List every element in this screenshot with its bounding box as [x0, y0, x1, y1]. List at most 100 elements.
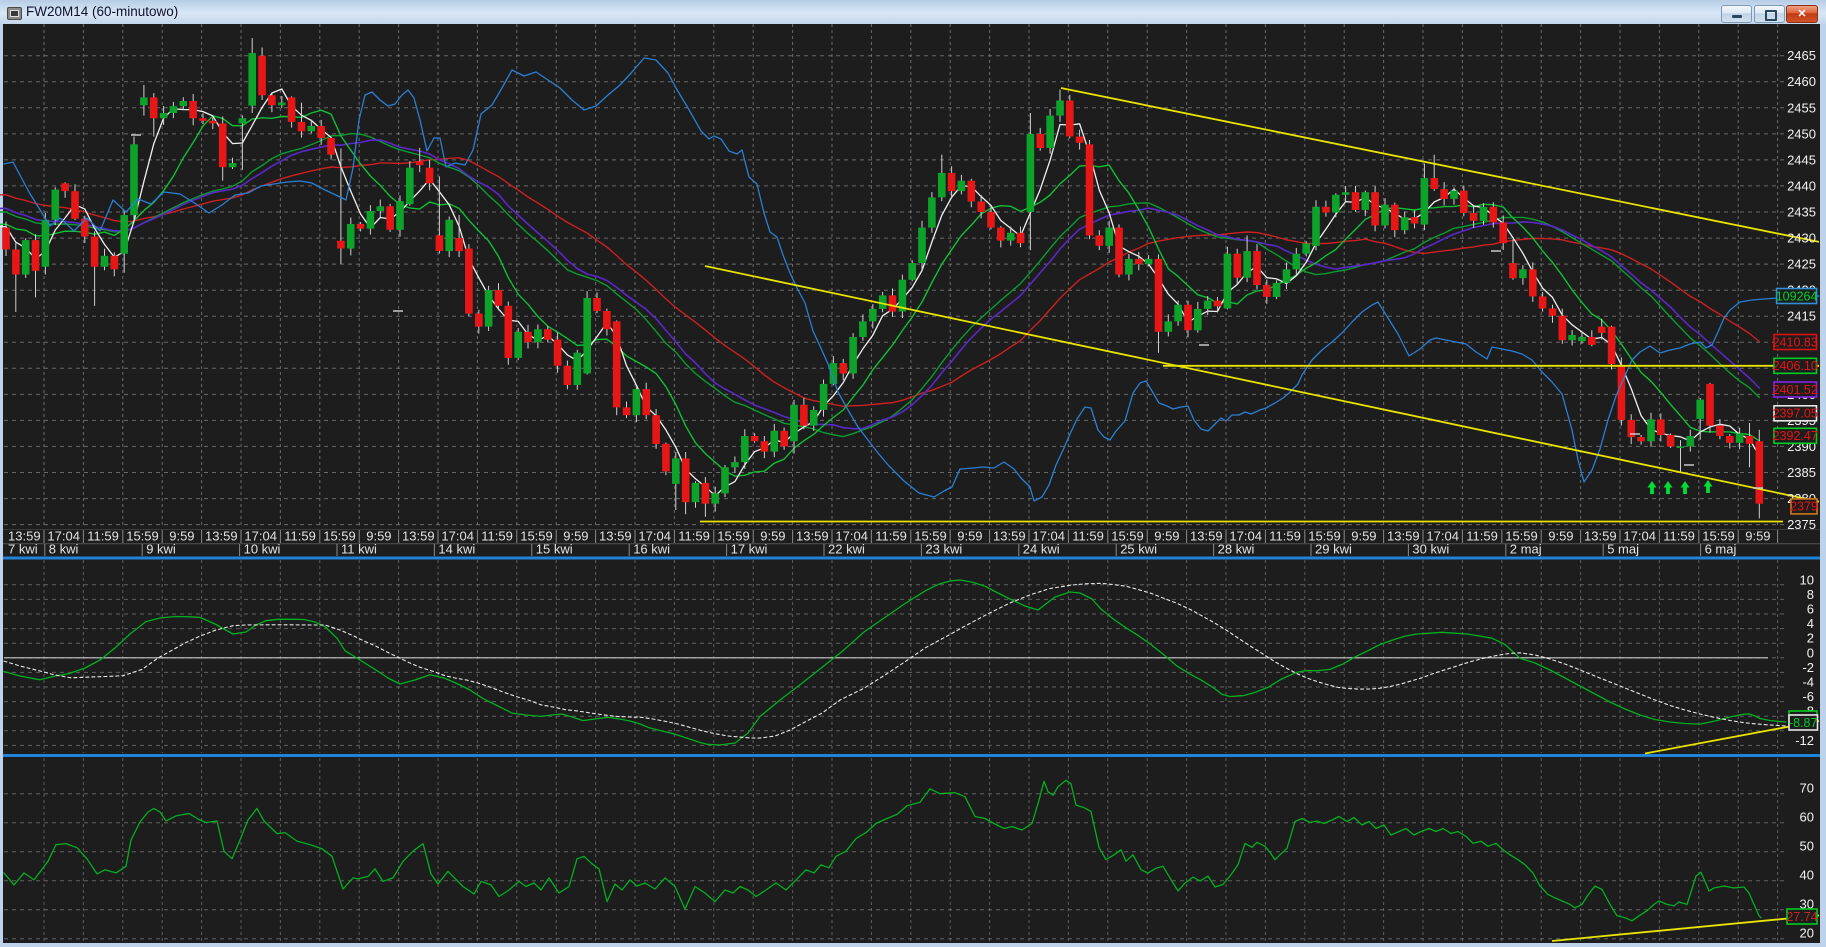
svg-text:11:59: 11:59: [1269, 529, 1301, 544]
svg-text:15:59: 15:59: [1702, 529, 1735, 544]
svg-text:17:04: 17:04: [244, 529, 277, 544]
svg-text:15:59: 15:59: [914, 529, 947, 544]
svg-text:7 kwi: 7 kwi: [8, 542, 38, 557]
svg-text:30: 30: [1800, 897, 1814, 912]
svg-text:13:59: 13:59: [205, 529, 238, 544]
svg-text:15:59: 15:59: [126, 529, 159, 544]
svg-text:9:59: 9:59: [366, 529, 391, 544]
svg-text:29 kwi: 29 kwi: [1315, 542, 1352, 557]
svg-text:2375: 2375: [1787, 517, 1816, 532]
svg-text:-12: -12: [1795, 733, 1814, 748]
svg-text:17 kwi: 17 kwi: [731, 542, 768, 557]
svg-text:-8.87: -8.87: [1789, 716, 1818, 730]
svg-text:11:59: 11:59: [284, 529, 316, 544]
svg-text:28 kwi: 28 kwi: [1218, 542, 1255, 557]
svg-text:11:59: 11:59: [1466, 529, 1498, 544]
svg-text:11:59: 11:59: [678, 529, 710, 544]
svg-text:11:59: 11:59: [875, 529, 907, 544]
svg-text:13:59: 13:59: [402, 529, 435, 544]
svg-text:17:04: 17:04: [1426, 529, 1459, 544]
svg-text:23 kwi: 23 kwi: [925, 542, 962, 557]
svg-text:9:59: 9:59: [957, 529, 982, 544]
svg-text:-6: -6: [1802, 689, 1814, 704]
svg-text:2460: 2460: [1787, 74, 1816, 89]
svg-text:11 kwi: 11 kwi: [341, 542, 377, 557]
svg-text:11:59: 11:59: [481, 529, 513, 544]
svg-text:16 kwi: 16 kwi: [633, 542, 670, 557]
svg-text:2430: 2430: [1787, 231, 1816, 246]
svg-text:11:59: 11:59: [1663, 529, 1695, 544]
svg-text:22 kwi: 22 kwi: [828, 542, 865, 557]
svg-text:17:04: 17:04: [1032, 529, 1065, 544]
svg-text:15 kwi: 15 kwi: [536, 542, 573, 557]
svg-text:13:59: 13:59: [993, 529, 1026, 544]
svg-text:4: 4: [1807, 616, 1814, 631]
svg-text:10: 10: [1800, 572, 1814, 587]
svg-text:2379: 2379: [1790, 500, 1818, 514]
svg-text:9:59: 9:59: [1745, 529, 1770, 544]
svg-text:109264: 109264: [1776, 289, 1818, 303]
svg-text:25 kwi: 25 kwi: [1120, 542, 1157, 557]
svg-text:5 maj: 5 maj: [1607, 542, 1639, 557]
svg-text:2415: 2415: [1787, 309, 1816, 324]
svg-text:2 maj: 2 maj: [1510, 542, 1542, 557]
svg-text:17:04: 17:04: [835, 529, 868, 544]
svg-text:17:04: 17:04: [1623, 529, 1656, 544]
svg-text:8 kwi: 8 kwi: [49, 542, 79, 557]
svg-text:2450: 2450: [1787, 126, 1816, 141]
svg-text:17:04: 17:04: [638, 529, 671, 544]
svg-text:17:04: 17:04: [47, 529, 80, 544]
svg-text:2435: 2435: [1787, 205, 1816, 220]
svg-text:2410.83: 2410.83: [1773, 335, 1818, 349]
svg-text:11:59: 11:59: [1072, 529, 1104, 544]
svg-text:11:59: 11:59: [87, 529, 119, 544]
svg-text:2: 2: [1807, 631, 1814, 646]
svg-text:2401.52: 2401.52: [1773, 383, 1818, 397]
svg-text:15:59: 15:59: [1111, 529, 1144, 544]
svg-text:2406.10: 2406.10: [1773, 359, 1818, 373]
svg-text:20: 20: [1800, 926, 1814, 941]
svg-text:-4: -4: [1802, 675, 1814, 690]
svg-text:50: 50: [1800, 839, 1814, 854]
svg-text:8: 8: [1807, 587, 1814, 602]
svg-text:10 kwi: 10 kwi: [244, 542, 281, 557]
svg-text:13:59: 13:59: [599, 529, 632, 544]
svg-text:13:59: 13:59: [8, 529, 41, 544]
svg-text:15:59: 15:59: [1505, 529, 1538, 544]
svg-text:2465: 2465: [1787, 48, 1816, 63]
svg-text:2397.05: 2397.05: [1773, 407, 1818, 421]
svg-text:6 maj: 6 maj: [1705, 542, 1737, 557]
svg-text:13:59: 13:59: [796, 529, 829, 544]
svg-text:2385: 2385: [1787, 465, 1816, 480]
svg-text:27.74: 27.74: [1786, 910, 1817, 924]
svg-text:15:59: 15:59: [520, 529, 553, 544]
svg-text:9:59: 9:59: [1154, 529, 1179, 544]
svg-text:13:59: 13:59: [1584, 529, 1617, 544]
svg-text:14 kwi: 14 kwi: [438, 542, 475, 557]
svg-text:9:59: 9:59: [169, 529, 194, 544]
svg-text:2392.47: 2392.47: [1773, 429, 1818, 443]
svg-text:6: 6: [1807, 602, 1814, 617]
svg-text:2445: 2445: [1787, 152, 1816, 167]
svg-text:70: 70: [1800, 781, 1814, 796]
svg-text:2455: 2455: [1787, 100, 1816, 115]
svg-text:2425: 2425: [1787, 257, 1816, 272]
svg-text:24 kwi: 24 kwi: [1023, 542, 1060, 557]
svg-text:15:59: 15:59: [1308, 529, 1341, 544]
svg-text:0: 0: [1807, 645, 1814, 660]
svg-text:2440: 2440: [1787, 178, 1816, 193]
svg-text:13:59: 13:59: [1190, 529, 1223, 544]
svg-text:9:59: 9:59: [1351, 529, 1376, 544]
svg-text:17:04: 17:04: [1229, 529, 1262, 544]
svg-text:9 kwi: 9 kwi: [146, 542, 176, 557]
svg-text:9:59: 9:59: [760, 529, 785, 544]
svg-text:9:59: 9:59: [563, 529, 588, 544]
svg-text:13:59: 13:59: [1387, 529, 1420, 544]
svg-text:30 kwi: 30 kwi: [1412, 542, 1449, 557]
svg-text:-2: -2: [1802, 660, 1814, 675]
svg-text:17:04: 17:04: [441, 529, 474, 544]
svg-text:40: 40: [1800, 868, 1814, 883]
svg-text:9:59: 9:59: [1548, 529, 1573, 544]
svg-text:15:59: 15:59: [717, 529, 750, 544]
svg-text:15:59: 15:59: [323, 529, 356, 544]
